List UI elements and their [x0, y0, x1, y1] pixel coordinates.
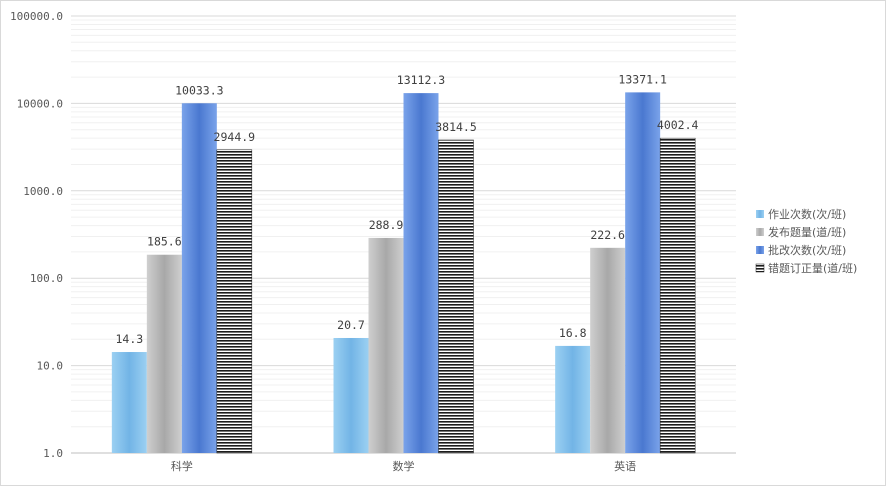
bar-2-2: [368, 237, 404, 453]
data-label: 13371.1: [618, 72, 667, 86]
x-tick-label: 科学: [171, 459, 193, 473]
data-label: 20.7: [337, 318, 365, 332]
y-axis: 1.0 10.0 100.0 1000.0 10000.0 100000.0: [10, 10, 63, 460]
legend-swatch-2: [756, 228, 764, 236]
legend-swatch-3: [756, 246, 764, 254]
x-tick-label: 英语: [614, 459, 636, 473]
legend-label-1: 作业次数(次/班): [768, 207, 846, 221]
bar-2-1: [146, 254, 182, 453]
legend-label-3: 批改次数(次/班): [768, 243, 846, 257]
y-tick-label: 1.0: [43, 447, 63, 460]
bar-4-1: [216, 149, 253, 454]
y-tick-label: 10000.0: [17, 97, 63, 110]
data-label: 4002.4: [657, 118, 699, 132]
data-label: 2944.9: [214, 130, 256, 144]
bar-3-2: [403, 93, 439, 453]
legend-label-2: 发布题量(道/班): [768, 225, 846, 239]
bar-4-2: [438, 139, 474, 454]
legend: 作业次数(次/班) 发布题量(道/班) 批改次数(次/班) 错题订正量(道/班): [755, 207, 857, 275]
legend-swatch-4: [755, 263, 765, 273]
data-label: 288.9: [369, 218, 404, 232]
y-tick-label: 100.0: [30, 272, 63, 285]
y-tick-label: 100000.0: [10, 10, 63, 23]
y-tick-label: 1000.0: [23, 185, 63, 198]
x-axis: 科学 数学 英语: [171, 459, 636, 473]
bar-1-2: [333, 337, 369, 453]
data-label: 10033.3: [175, 83, 224, 97]
data-label: 222.6: [590, 228, 625, 242]
y-tick-label: 10.0: [37, 360, 64, 373]
data-label: 16.8: [559, 326, 587, 340]
data-labels: 14.3 185.6 10033.3 2944.9 20.7 288.9 13112.3 38…: [115, 72, 698, 346]
legend-swatch-1: [756, 210, 764, 218]
bar-4-3: [659, 137, 696, 454]
data-label: 13112.3: [397, 73, 446, 87]
data-label: 3814.5: [435, 120, 477, 134]
data-label: 185.6: [147, 235, 182, 249]
bar-1-1: [111, 352, 147, 453]
bars: [111, 92, 696, 454]
bar-1-3: [555, 345, 591, 453]
bar-3-3: [625, 92, 661, 454]
data-label: 14.3: [115, 332, 143, 346]
legend-label-4: 错题订正量(道/班): [768, 261, 857, 275]
bar-3-1: [181, 103, 217, 454]
bar-2-3: [590, 247, 626, 453]
x-tick-label: 数学: [393, 459, 415, 473]
